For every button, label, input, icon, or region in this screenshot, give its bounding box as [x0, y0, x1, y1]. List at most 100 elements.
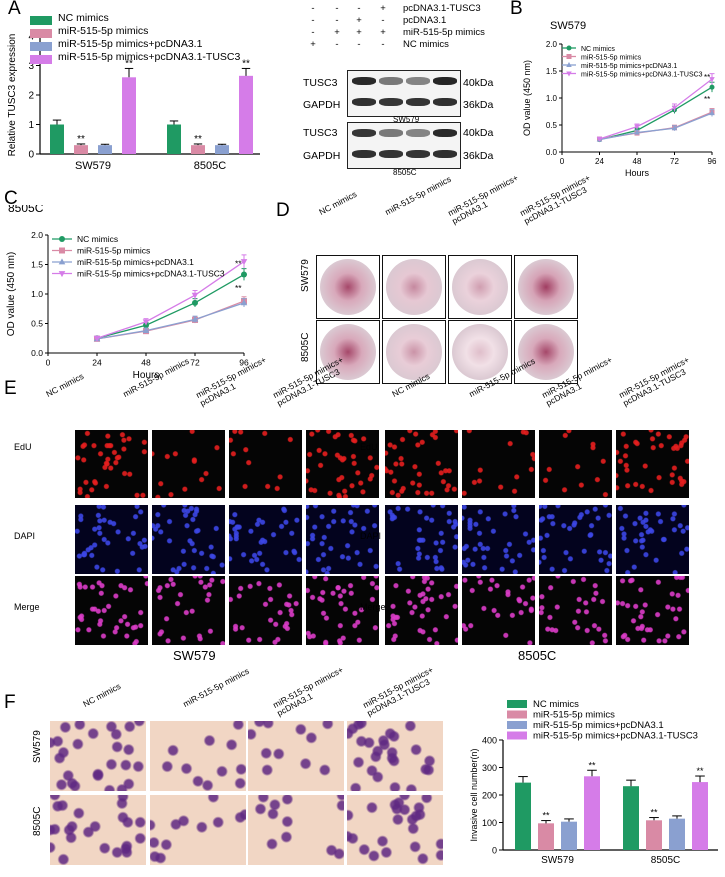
edu-cell-label: SW579	[173, 648, 216, 663]
y-tick-label: 1.5	[546, 67, 558, 76]
bar	[538, 823, 554, 850]
colony-dish	[514, 320, 578, 384]
point	[566, 45, 572, 51]
point	[566, 62, 572, 67]
x-axis-label: Hours	[133, 370, 160, 381]
edu-image-tile	[385, 505, 458, 574]
point	[671, 125, 678, 131]
wb-matrix-sign: -	[381, 39, 385, 50]
colony-plate	[320, 259, 376, 315]
colony-dish	[448, 320, 512, 384]
x-tick-label: 96	[708, 157, 717, 166]
blot-band	[352, 150, 376, 158]
point	[240, 259, 248, 266]
y-axis-label: Invasive cell number(n)	[469, 748, 479, 841]
x-axis-label: Hours	[625, 168, 650, 178]
legend-entry: NC mimics	[533, 699, 579, 710]
bar	[692, 782, 708, 850]
bar	[98, 145, 112, 154]
legend-entry: miR-515-5p mimics+pcDNA3.1	[581, 63, 677, 70]
blot-band	[379, 129, 403, 137]
legend-entry: miR-515-5p mimics	[533, 710, 615, 721]
transwell-image-tile	[248, 795, 344, 865]
blot-band	[352, 129, 376, 137]
colony-plate	[518, 324, 574, 380]
legend-entry: NC mimics	[77, 234, 118, 244]
wb-kda-36-1: 36kDa	[463, 99, 494, 111]
edu-image-tile	[152, 430, 225, 498]
point	[142, 326, 150, 333]
transwell-image-tile	[347, 795, 443, 865]
blot-band	[406, 150, 430, 158]
wb-kda-36-2: 36kDa	[463, 150, 494, 162]
point	[191, 292, 199, 299]
y-tick-label: 2.0	[546, 40, 558, 49]
transwell-row-label: SW579	[32, 730, 43, 763]
blot-band	[433, 77, 457, 85]
legend-swatch	[30, 42, 52, 51]
edu-image-tile	[229, 505, 302, 574]
point	[192, 299, 198, 306]
blot-band	[406, 129, 430, 137]
edu-image-tile	[75, 576, 148, 645]
legend-entry: NC mimics	[581, 46, 615, 53]
transwell-image-tile	[50, 721, 146, 791]
category-label: SW579	[75, 160, 111, 172]
edu-row-label: EdU	[14, 442, 32, 452]
significance-mark: **	[242, 58, 250, 69]
blot-band	[379, 98, 403, 106]
edu-image-tile	[385, 576, 458, 645]
legend-entry: miR-515-5p mimics	[58, 25, 148, 37]
point	[93, 335, 101, 342]
legend-swatch	[30, 55, 52, 64]
x-tick-label: 48	[633, 157, 642, 166]
wb-matrix-sign: -	[357, 39, 361, 50]
series-line	[599, 112, 713, 141]
wb-matrix-sign: +	[380, 3, 386, 14]
y-tick-label: 100	[482, 818, 497, 828]
series-line	[96, 261, 245, 339]
point	[709, 77, 715, 83]
edu-image-tile	[75, 430, 148, 498]
x-tick-label: 0	[46, 358, 51, 368]
legend-entry: miR-515-5p mimics+pcDNA3.1-TUSC3	[533, 731, 698, 742]
y-tick-label: 1.5	[31, 260, 43, 270]
edu-image-tile	[616, 576, 689, 645]
point	[709, 84, 715, 90]
point	[59, 247, 65, 254]
y-tick-label: 0.0	[31, 348, 43, 358]
legend-swatch	[30, 16, 52, 25]
colony-dish	[448, 255, 512, 319]
transwell-column-label: miR-515-5p mimics	[181, 665, 251, 709]
legend-entry: miR-515-5p mimics	[77, 246, 150, 256]
point	[566, 71, 572, 77]
legend-entry: miR-515-5p mimics+pcDNA3.1-TUSC3	[77, 269, 225, 279]
category-label: 8505C	[194, 160, 226, 172]
blot-band	[352, 98, 376, 106]
wb-blot-8505c	[347, 122, 461, 169]
wb-matrix-sign: +	[356, 15, 362, 26]
edu-column-label: miR-515-5p mimics+ pcDNA3.1-TUSC3	[617, 354, 691, 408]
wb-matrix-sign: -	[311, 15, 315, 26]
transwell-column-label: miR-515-5p mimics+ pcDNA3.1-TUSC3	[361, 664, 435, 718]
point	[240, 299, 248, 306]
edu-row-label: Merge	[14, 602, 40, 612]
bar	[646, 820, 662, 850]
wb-matrix-sign: -	[335, 15, 339, 26]
colony-plate	[452, 259, 508, 315]
edu-image-tile	[616, 430, 689, 498]
bar	[215, 145, 229, 154]
wb-matrix-label: pcDNA3.1-TUSC3	[403, 3, 481, 14]
point	[566, 54, 572, 59]
bar	[50, 124, 64, 154]
legend-entry: miR-515-5p mimics+pcDNA3.1	[58, 38, 203, 50]
colony-dish	[316, 320, 380, 384]
colony-row-label: SW579	[300, 259, 311, 292]
wb-matrix-sign: -	[381, 15, 385, 26]
panel-label-d: D	[276, 200, 290, 221]
edu-cell-label: 8505C	[518, 648, 557, 663]
transwell-column-label: NC mimics	[81, 680, 123, 709]
bar	[167, 124, 181, 154]
wb-matrix-sign: +	[380, 27, 386, 38]
x-tick-label: 96	[239, 358, 249, 368]
